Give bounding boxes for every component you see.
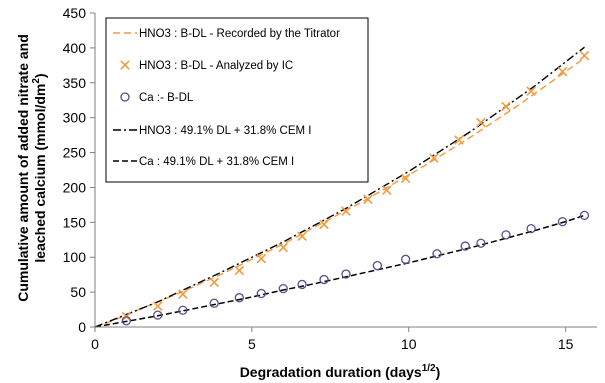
series-4-line [94,46,585,328]
series-3-point [234,293,244,303]
x-marker-stroke [476,117,486,128]
x-marker-stroke [297,231,307,242]
series-3-point [209,298,219,308]
series-3-point [432,249,442,259]
series-2-point [579,50,590,61]
series-3-point [256,288,266,299]
y-tick-label: 100 [63,249,87,265]
series-2-point [297,231,307,242]
y-tick-label: 150 [63,214,87,230]
x-marker-stroke [341,206,351,216]
series-3-point [557,216,568,227]
x-marker-stroke [234,265,245,276]
series-5-line [94,214,585,328]
y-tick-label: 300 [63,110,87,126]
legend-label: HNO3 : 49.1% DL + 31.8% CEM I [139,125,311,137]
legend-label: HNO3 : B-DL - Analyzed by IC [139,60,293,72]
x-tick-label: 5 [248,336,256,352]
y-tick-label: 0 [78,319,86,335]
x-marker-stroke [429,153,439,163]
y-tick-label: 350 [63,75,87,91]
x-marker-stroke [178,289,188,299]
series-2-point [526,86,536,96]
x-marker-stroke [557,66,568,77]
x-marker-stroke [501,101,511,112]
series-2-point [319,219,329,230]
series-2-point [278,242,289,253]
series-3-point [341,269,351,279]
series-1-line [94,59,582,328]
legend-box [105,17,369,183]
x-tick-label: 10 [401,336,417,352]
x-marker-stroke [382,185,392,196]
series-2-point [382,185,392,196]
series-2-point [341,206,351,216]
series-2-point [400,173,411,184]
series-3-point [579,210,590,221]
y-axis-label: Cumulative amount of added nitrate and l… [15,34,48,302]
y-tick-label: 400 [63,40,87,56]
series-3-point [319,274,329,285]
series-2-point [209,277,219,288]
series-2-point [152,301,163,311]
series-2-point [256,253,267,264]
legend-label: Ca :- B-DL [139,92,194,104]
series-2-point [476,117,486,128]
series-3-point [526,223,536,234]
y-tick-label: 450 [63,5,87,21]
x-marker-stroke [278,242,289,253]
series-markers [121,50,590,326]
x-marker-stroke [454,135,464,145]
legend-label: Ca : 49.1% DL + 31.8% CEM I [139,156,294,168]
x-marker-stroke [152,301,163,311]
series-3-point [297,279,307,290]
legend: HNO3 : B-DL - Recorded by the Titrator HN… [105,17,369,183]
series-2-point [363,194,373,205]
series-3-point [178,305,188,315]
series-3-point [501,230,511,240]
x-tick-label: 0 [91,336,99,352]
series-3-point [476,238,486,248]
x-marker-stroke [319,219,329,230]
y-axis-label-line1: Cumulative amount of added nitrate and [15,34,31,302]
legend-label: HNO3 : B-DL - Recorded by the Titrator [139,28,340,40]
x-marker-stroke [120,60,130,70]
y-tick-label: 200 [63,179,87,195]
series-3-point [121,316,132,326]
series-2-point [557,66,568,77]
x-marker-stroke [209,277,219,288]
series-2-point [501,101,511,112]
legend-swatch [120,92,130,102]
series-3-point [278,283,288,294]
x-marker-stroke [579,50,590,61]
series-3-point [372,260,383,271]
y-tick-label: 50 [70,284,86,300]
y-axis-label-line2: leached calcium (mmol/dm2) [31,73,48,262]
series-3-point [153,310,163,320]
x-marker-stroke [526,86,536,96]
x-axis-label: Degradation duration (days1/2) [240,363,441,380]
y-tick-label: 250 [63,145,87,161]
x-marker-stroke [256,253,267,264]
series-2-point [178,289,188,299]
x-marker-stroke [363,194,373,205]
series-3-point [400,254,411,264]
x-tick-label: 15 [558,336,574,352]
legend-swatch [120,60,130,70]
series-2-point [234,265,245,276]
x-marker-stroke [400,173,411,184]
series-2-point [429,153,439,163]
axes: 0 50 100 150 200 250 300 350 400 450 0 5 10 15 [63,5,597,352]
series-2-point [454,135,464,145]
series-3-point [460,241,470,251]
